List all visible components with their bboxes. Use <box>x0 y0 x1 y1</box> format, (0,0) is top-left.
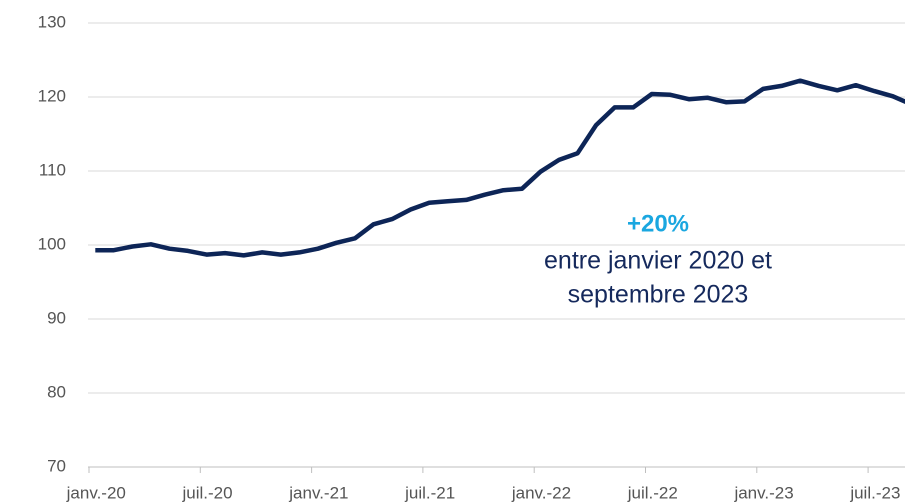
y-tick-label: 100 <box>38 234 66 253</box>
y-tick-label: 110 <box>39 160 66 179</box>
x-tick-label: juil.-20 <box>182 483 233 502</box>
line-series <box>95 78 905 258</box>
x-tick-label: janv.-22 <box>511 483 571 502</box>
annotation: entre janvier 2020 et <box>544 247 772 275</box>
y-tick-label: 120 <box>38 86 66 105</box>
annotation: septembre 2023 <box>568 281 749 309</box>
x-tick-label: janv.-21 <box>288 483 348 502</box>
y-tick-label: 90 <box>47 308 66 327</box>
x-tick-label: juil.-22 <box>627 483 678 502</box>
y-tick-label: 130 <box>38 12 66 31</box>
x-tick-label: janv.-23 <box>733 483 793 502</box>
y-tick-label: 80 <box>47 382 66 401</box>
x-tick-label: juil.-23 <box>849 483 900 502</box>
x-tick-label: janv.-20 <box>66 483 126 502</box>
y-tick-label: 70 <box>47 456 66 475</box>
annotation: +20% <box>627 210 689 237</box>
x-tick-label: juil.-21 <box>404 483 455 502</box>
